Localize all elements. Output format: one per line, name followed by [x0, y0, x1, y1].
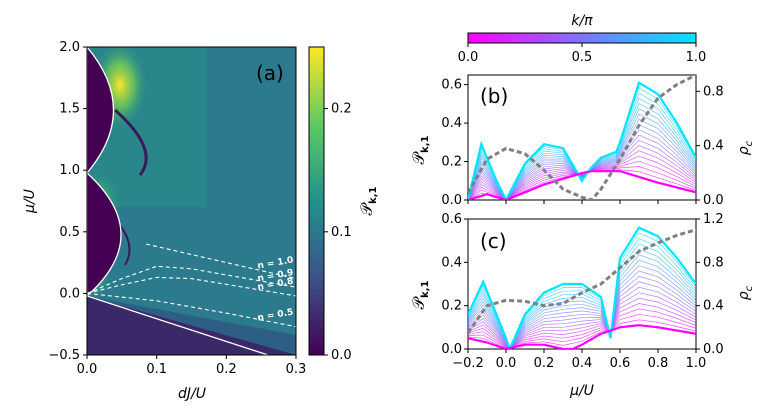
- right-ytick-label: 0.8: [703, 84, 724, 99]
- family-curve: [468, 308, 696, 349]
- heatmap-colorbar-ticks: 0.0 0.1 0.2: [324, 102, 352, 363]
- k-colorbar: [467, 32, 697, 44]
- panel-c-ylabel-main: 𝒫: [409, 295, 428, 309]
- series-rho-c: [468, 228, 696, 334]
- heatmap-xtick-label: 0.1: [146, 362, 167, 377]
- right-ytick-label: 1.2: [703, 212, 724, 227]
- line-panel-c: 0.00.20.40.60.00.40.81.2−0.2 0.0 0.2 0.4 0.6…: [441, 212, 723, 371]
- density-contour-line: [87, 276, 296, 297]
- heatmap-panel-a: n = 1.0n = 0.9n = 0.8n = 0.5: [87, 47, 296, 355]
- right-ytick-label: 0.4: [703, 139, 724, 154]
- colorbar-label-main: 𝒫: [357, 201, 376, 215]
- panel-c-rho-sub: c: [744, 285, 755, 291]
- svg-text:ρc: ρc: [736, 285, 755, 300]
- colorbar-tick-label: 0.2: [331, 102, 352, 117]
- k-colorbar-tick-label: 0.0: [458, 50, 479, 65]
- left-ytick-label: 0.6: [441, 212, 462, 227]
- left-ytick-label: 0.2: [441, 155, 462, 170]
- panel-c-xlabel: μ/U: [569, 383, 594, 399]
- panel-c-ylabel-sub: k,1: [420, 280, 431, 297]
- left-ytick-label: 0.6: [441, 78, 462, 93]
- right-ytick-label: 0.0: [703, 193, 724, 208]
- left-ytick-label: 0.4: [441, 116, 462, 131]
- panel-c-rho: ρ: [736, 291, 752, 300]
- k-colorbar-tick-label: 1.0: [686, 50, 707, 65]
- svg-text:𝒫k,1: 𝒫k,1: [357, 186, 379, 215]
- left-ytick-label: 0.0: [441, 193, 462, 208]
- colorbar-tick-label: 0.0: [331, 348, 352, 363]
- xtick-label: 0.6: [610, 356, 631, 371]
- k-colorbar-ticks: 0.0 0.5 1.0: [458, 43, 707, 65]
- heatmap-ytick-label: −0.5: [48, 348, 80, 363]
- density-contour-line: [146, 243, 296, 280]
- left-ytick-label: 0.0: [441, 342, 462, 357]
- svg-text:𝒫k,1: 𝒫k,1: [409, 135, 431, 164]
- line-panel-plot-area: [468, 75, 696, 200]
- panel-b-ylabel-main: 𝒫: [409, 150, 428, 164]
- heatmap-axes: 0.0 0.1 0.2 0.3−0.50.00.51.01.52.0: [48, 40, 306, 377]
- heatmap-colorbar: [308, 46, 325, 356]
- panel-c-ylabel-right: ρc: [736, 285, 755, 300]
- heatmap-ytick-label: 1.0: [59, 163, 80, 178]
- heatmap-xtick-label: 0.3: [286, 362, 307, 377]
- heatmap-frame: [86, 46, 297, 356]
- density-contour-line: [87, 292, 296, 328]
- svg-text:𝒫k,1: 𝒫k,1: [409, 280, 431, 309]
- xtick-label: 0.0: [496, 356, 517, 371]
- xtick-label: 0.2: [534, 356, 555, 371]
- panel-c-ylabel: 𝒫k,1: [409, 280, 431, 309]
- series-rho-c: [468, 75, 696, 200]
- xtick-label: 0.8: [648, 356, 669, 371]
- panel-label-c: (c): [480, 229, 507, 253]
- right-ytick-label: 0.0: [703, 342, 724, 357]
- k-colorbar-label: k/π: [571, 13, 593, 29]
- series-k-one: [468, 81, 696, 200]
- series-k-zero: [468, 170, 696, 200]
- mott-lobe-lower: [87, 172, 122, 297]
- line-panel-b: 0.0 0.2 0.4 0.6 0.0 0.4 0.8: [441, 74, 724, 208]
- panel-label-a: (a): [256, 61, 284, 85]
- heatmap-colorbar-title: 𝒫k,1: [357, 186, 379, 215]
- panel-b-ylabel-sub: k,1: [420, 135, 431, 152]
- panel-b-ylabel: 𝒫k,1: [409, 135, 431, 164]
- series-k-one: [468, 226, 696, 349]
- right-ytick-label: 0.8: [703, 255, 724, 270]
- xtick-label: 0.4: [572, 356, 593, 371]
- panel-b-rho-sub: c: [744, 140, 755, 146]
- heatmap-xtick-label: 0.0: [77, 362, 98, 377]
- heatmap-xtick-label: 0.2: [216, 362, 237, 377]
- mott-lobe-upper: [87, 47, 114, 175]
- heatmap-dark-arc-1: [114, 108, 148, 176]
- heatmap-low-density-band: [87, 296, 296, 355]
- colorbar-tick-label: 0.1: [331, 225, 352, 240]
- right-ytick-label: 0.4: [703, 299, 724, 314]
- heatmap-xlabel: dJ/U: [178, 386, 206, 402]
- xtick-label: −0.2: [452, 356, 484, 371]
- heatmap-ytick-label: 1.5: [59, 102, 80, 117]
- svg-text:ρc: ρc: [736, 140, 755, 155]
- panel-b-rho: ρ: [736, 146, 752, 155]
- heatmap-ytick-label: 2.0: [59, 40, 80, 55]
- line-panel-plot-area: [468, 226, 696, 349]
- left-ytick-label: 0.2: [441, 299, 462, 314]
- heatmap-ytick-label: 0.5: [59, 225, 80, 240]
- panel-b-ylabel-right: ρc: [736, 140, 755, 155]
- colorbar-label-sub: k,1: [368, 186, 379, 203]
- xtick-label: 1.0: [686, 356, 707, 371]
- vacuum-boundary-line: [87, 295, 269, 355]
- left-ytick-label: 0.4: [441, 255, 462, 270]
- k-colorbar-tick-label: 0.5: [572, 50, 593, 65]
- panel-label-b: (b): [480, 84, 508, 108]
- series-k-zero: [468, 324, 696, 349]
- heatmap-ytick-label: 0.0: [59, 286, 80, 301]
- heatmap-ylabel: μ/U: [22, 189, 38, 214]
